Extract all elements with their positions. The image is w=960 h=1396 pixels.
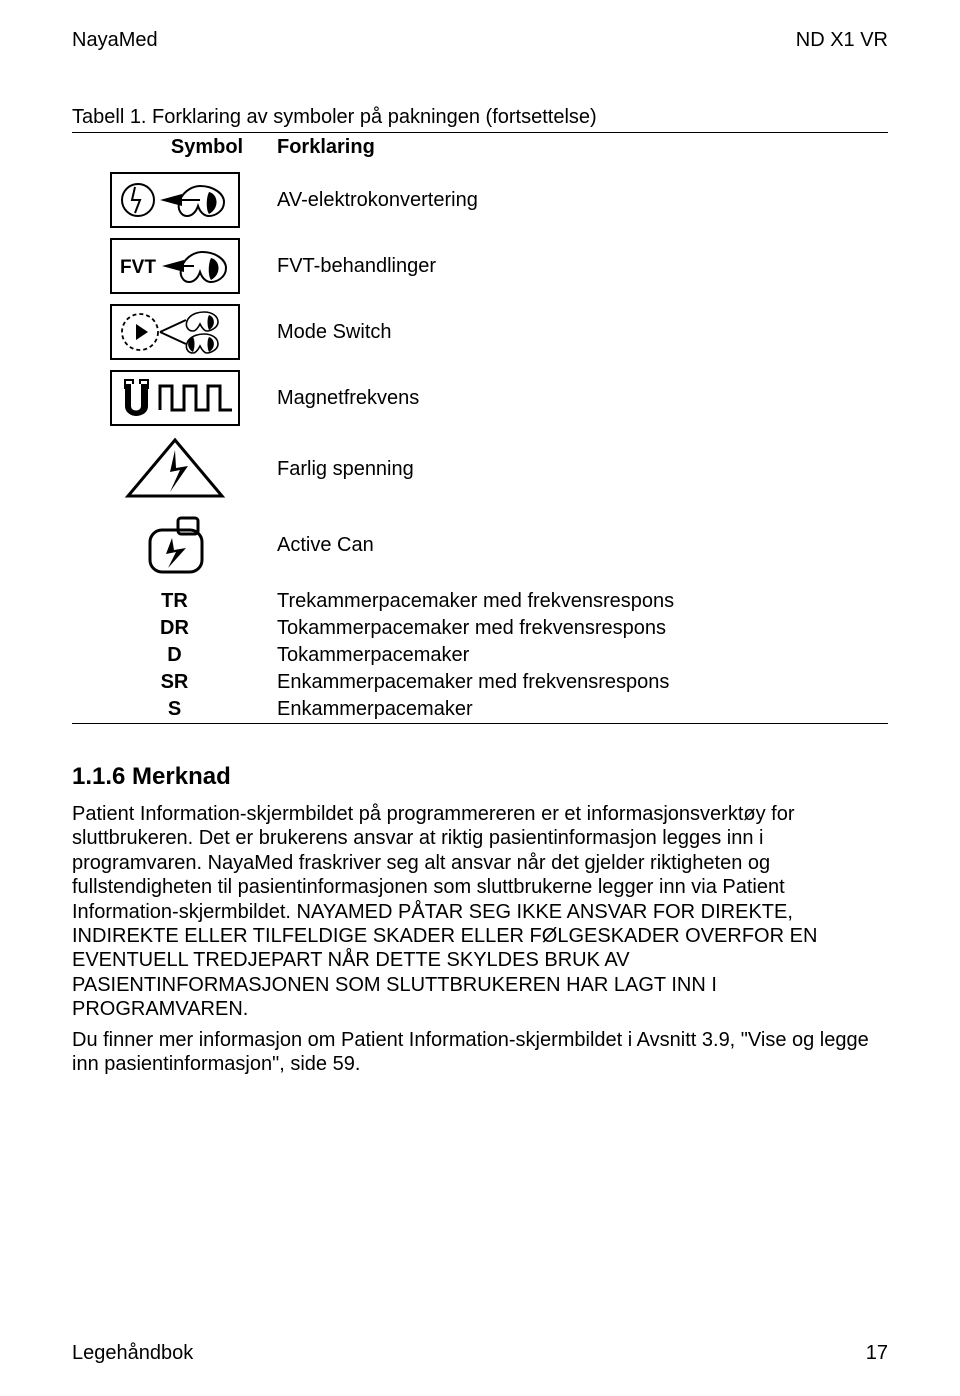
active-can-icon <box>110 512 240 578</box>
table-col-desc: Forklaring <box>277 135 888 160</box>
section-para-1: Patient Information-skjermbildet på prog… <box>72 802 888 1022</box>
table-row: SR Enkammerpacemaker med frekvensrespons <box>72 669 888 696</box>
header-right: ND X1 VR <box>796 28 888 53</box>
table-title: Tabell 1. Forklaring av symboler på pakn… <box>72 105 888 130</box>
svg-text:FVT: FVT <box>120 257 156 278</box>
table-row: Mode Switch <box>72 304 888 360</box>
table-row: Magnetfrekvens <box>72 370 888 426</box>
av-elektro-icon <box>110 172 240 228</box>
page-footer: Legehåndbok 17 <box>72 1341 888 1366</box>
header-left: NayaMed <box>72 28 158 53</box>
table-row-desc: Farlig spenning <box>277 457 888 482</box>
code-label: DR <box>72 616 277 641</box>
table-row-desc: Enkammerpacemaker med frekvensrespons <box>277 670 888 695</box>
footer-left: Legehåndbok <box>72 1341 193 1366</box>
table-row: AV-elektrokonvertering <box>72 172 888 228</box>
code-label: SR <box>72 670 277 695</box>
table-header-row: Symbol Forklaring <box>72 133 888 162</box>
table-rule-bottom <box>72 723 888 724</box>
table-row-desc: Mode Switch <box>277 320 888 345</box>
section-para-2: Du finner mer informasjon om Patient Inf… <box>72 1028 888 1077</box>
table-row-desc: Active Can <box>277 533 888 558</box>
table-row: FVT FVT-behandlinger <box>72 238 888 294</box>
footer-page-number: 17 <box>866 1341 888 1366</box>
table-row-desc: Enkammerpacemaker <box>277 697 888 722</box>
table-row: DR Tokammerpacemaker med frekvensrespons <box>72 615 888 642</box>
section-heading: 1.1.6 Merknad <box>72 762 888 792</box>
table-row: TR Trekammerpacemaker med frekvensrespon… <box>72 588 888 615</box>
fvt-icon: FVT <box>110 238 240 294</box>
code-label: S <box>72 697 277 722</box>
magnet-icon <box>110 370 240 426</box>
table-row: D Tokammerpacemaker <box>72 642 888 669</box>
page-header: NayaMed ND X1 VR <box>72 28 888 53</box>
hazard-voltage-icon <box>110 436 240 502</box>
table-row-desc: FVT-behandlinger <box>277 254 888 279</box>
table-row-desc: AV-elektrokonvertering <box>277 188 888 213</box>
table-row: S Enkammerpacemaker <box>72 696 888 723</box>
code-label: TR <box>72 589 277 614</box>
table-row-desc: Tokammerpacemaker med frekvensrespons <box>277 616 888 641</box>
table-row: Active Can <box>72 512 888 578</box>
table-row-desc: Magnetfrekvens <box>277 386 888 411</box>
table-row-desc: Trekammerpacemaker med frekvensrespons <box>277 589 888 614</box>
code-label: D <box>72 643 277 668</box>
table-col-symbol: Symbol <box>72 135 277 160</box>
table-row-desc: Tokammerpacemaker <box>277 643 888 668</box>
mode-switch-icon <box>110 304 240 360</box>
table-row: Farlig spenning <box>72 436 888 502</box>
